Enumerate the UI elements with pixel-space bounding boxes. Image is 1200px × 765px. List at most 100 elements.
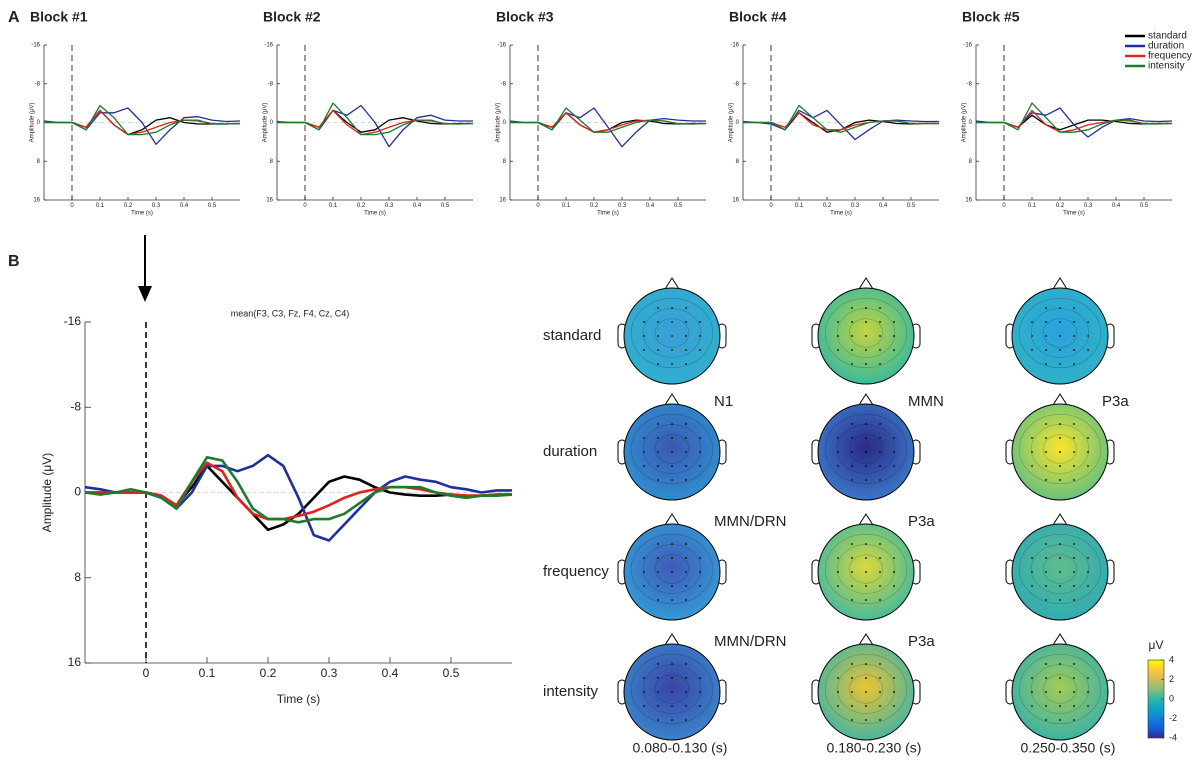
x-tick-label: 0.2 <box>124 203 133 209</box>
electrode <box>699 335 701 337</box>
electrode <box>865 585 867 587</box>
electrode <box>1031 335 1033 337</box>
electrode <box>879 677 881 679</box>
x-tick-label: 0.3 <box>152 203 161 209</box>
electrode <box>657 677 659 679</box>
electrode <box>1087 465 1089 467</box>
electrode <box>699 465 701 467</box>
y-tick-label: 16 <box>266 198 273 204</box>
electrode <box>699 557 701 559</box>
electrode <box>657 719 659 721</box>
electrode <box>643 349 645 351</box>
electrode <box>851 335 853 337</box>
legend-label: standard <box>1148 31 1187 42</box>
electrode <box>865 543 867 545</box>
head-nose <box>858 513 874 526</box>
electrode <box>657 423 659 425</box>
electrode <box>851 599 853 601</box>
electrode <box>699 585 701 587</box>
electrode <box>1045 423 1047 425</box>
y-tick-label: -16 <box>64 314 82 328</box>
electrode <box>1045 335 1047 337</box>
electrode <box>685 705 687 707</box>
panel-label: A <box>8 9 20 26</box>
electrode <box>879 363 881 365</box>
row-label: duration <box>543 443 597 460</box>
x-tick-label: 0.2 <box>1056 203 1065 209</box>
electrode <box>1031 321 1033 323</box>
x-axis-label: Time (s) <box>1063 211 1085 217</box>
electrode <box>671 349 673 351</box>
electrode <box>671 705 673 707</box>
electrode <box>837 335 839 337</box>
electrode <box>657 479 659 481</box>
y-tick-label: 0 <box>270 120 274 126</box>
contour <box>1018 534 1102 604</box>
x-tick-label: 0.2 <box>590 203 599 209</box>
contour <box>1042 434 1078 464</box>
electrode <box>865 437 867 439</box>
electrode <box>893 705 895 707</box>
head-nose <box>1052 277 1068 290</box>
electrode <box>851 543 853 545</box>
electrode <box>643 691 645 693</box>
electrode <box>893 335 895 337</box>
y-tick-label: -8 <box>35 81 41 87</box>
electrode <box>865 599 867 601</box>
electrode <box>643 585 645 587</box>
electrode <box>1059 543 1061 545</box>
electrode <box>685 691 687 693</box>
head-nose <box>664 393 680 406</box>
annotation: P3a <box>1102 393 1129 410</box>
electrode <box>851 691 853 693</box>
electrode <box>879 423 881 425</box>
electrode <box>1073 335 1075 337</box>
contour <box>630 414 714 484</box>
electrode <box>1031 705 1033 707</box>
electrode <box>1087 557 1089 559</box>
contour <box>848 674 884 704</box>
y-tick-label: -8 <box>501 81 507 87</box>
y-tick-label: -8 <box>268 81 274 87</box>
electrode <box>671 691 673 693</box>
electrode <box>671 465 673 467</box>
electrode <box>879 571 881 573</box>
annotation: P3a <box>908 513 935 530</box>
electrode <box>657 691 659 693</box>
annotation: MMN/DRN <box>714 633 787 650</box>
electrode <box>1031 349 1033 351</box>
head-nose <box>1052 633 1068 646</box>
electrode <box>1059 663 1061 665</box>
electrode <box>1059 349 1061 351</box>
y-tick-label: 16 <box>732 198 739 204</box>
electrode <box>865 451 867 453</box>
electrode <box>1059 585 1061 587</box>
head-nose <box>1052 513 1068 526</box>
y-tick-label: -8 <box>70 399 81 413</box>
electrode <box>893 451 895 453</box>
electrode <box>851 585 853 587</box>
electrode <box>671 363 673 365</box>
head-nose <box>1052 393 1068 406</box>
contour <box>1042 318 1078 348</box>
electrode <box>1031 677 1033 679</box>
electrode <box>685 719 687 721</box>
electrode <box>1045 663 1047 665</box>
electrode <box>643 321 645 323</box>
column-label: 0.080-0.130 (s) <box>633 740 728 756</box>
y-tick-label: 8 <box>37 159 41 165</box>
electrode <box>671 335 673 337</box>
electrode <box>1087 335 1089 337</box>
electrode <box>851 423 853 425</box>
colorbar-tick-label: 0 <box>1169 693 1174 703</box>
contour <box>1018 654 1102 724</box>
electrode <box>865 363 867 365</box>
electrode <box>1059 437 1061 439</box>
contour <box>1018 298 1102 368</box>
electrode <box>1045 677 1047 679</box>
electrode <box>1045 599 1047 601</box>
electrode <box>1073 543 1075 545</box>
electrode <box>643 451 645 453</box>
electrode <box>851 719 853 721</box>
electrode <box>879 557 881 559</box>
